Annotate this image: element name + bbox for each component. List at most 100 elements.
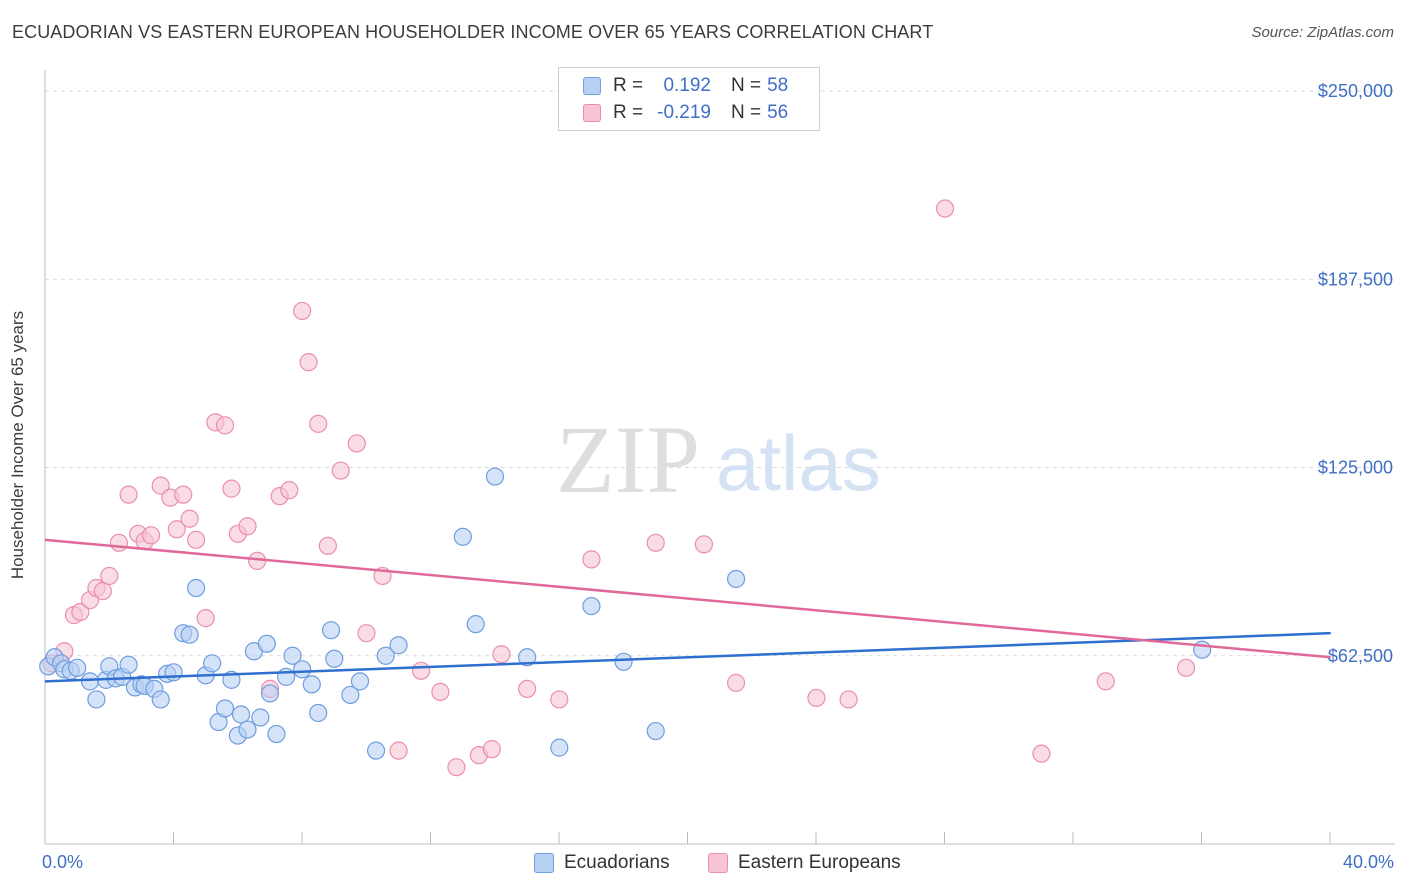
point-ecuadorian [231,705,251,724]
point-ecuadorian [341,685,360,705]
point-eastern-european [492,645,511,664]
point-ecuadorian [321,621,341,640]
point-eastern-european [839,690,858,709]
point-ecuadorian [582,596,601,616]
point-ecuadorian [293,660,312,679]
point-ecuadorian [389,636,408,655]
series-name-ecuadorians: Ecuadorians [564,852,670,873]
point-eastern-european [309,414,328,433]
point-eastern-european [331,461,350,480]
point-ecuadorian [151,690,170,709]
watermark: ZIP atlas [556,406,881,513]
point-eastern-european [550,690,569,709]
point-ecuadorian [80,672,100,691]
point-ecuadorian [68,658,87,677]
point-ecuadorian [283,646,302,665]
legend-swatch-ecuadorian [583,77,601,95]
legend-r-label: R = [613,75,644,96]
point-eastern-european [1096,672,1115,691]
point-ecuadorian [726,569,746,589]
trend-layer [44,538,1331,683]
point-eastern-european [215,416,235,435]
point-eastern-european [109,533,129,552]
points-layer [39,199,1212,777]
point-eastern-european [222,479,241,498]
point-eastern-european [299,353,318,372]
point-eastern-european [726,673,746,692]
legend-n-value: 56 [767,102,789,123]
point-eastern-european [1032,744,1051,763]
point-eastern-european [174,485,193,504]
point-eastern-european [389,741,408,760]
legend-r-value: 0.192 [663,75,711,96]
series-swatch-ecuadorians [534,853,554,873]
point-ecuadorian [164,663,183,682]
point-ecuadorian [238,720,257,739]
point-ecuadorian [309,703,328,723]
legend-row-eastern: R = -0.219 N = 56 [583,101,788,125]
point-eastern-european [646,533,665,552]
point-eastern-european [238,517,257,536]
point-eastern-european [357,624,376,643]
point-eastern-european [151,476,170,495]
series-legend: Ecuadorians Eastern Europeans [0,852,1406,878]
point-ecuadorian [180,625,199,644]
point-ecuadorian [366,741,386,760]
point-ecuadorian [453,527,472,546]
point-eastern-european [119,485,138,504]
point-eastern-european [180,509,199,528]
point-eastern-european [280,481,299,500]
point-eastern-european [935,199,955,218]
series-legend-eastern-europeans: Eastern Europeans [708,852,901,874]
point-eastern-european [447,758,466,777]
point-eastern-european [807,688,826,708]
point-ecuadorian [119,655,138,674]
point-ecuadorian [215,699,235,718]
point-ecuadorian [614,652,633,671]
legend-r-value: -0.219 [657,102,711,123]
point-ecuadorian [251,708,270,727]
point-ecuadorian [260,684,280,703]
axis-layer [44,70,1395,845]
point-eastern-european [293,301,312,321]
point-ecuadorian [376,646,395,665]
y-tick-label: $187,500 [1318,269,1393,289]
source-label: Source: ZipAtlas.com [1251,24,1394,41]
x-tick-label-max: 40.0% [1342,852,1394,872]
point-ecuadorian [518,648,537,667]
legend-n-label: N = [731,102,762,123]
y-axis-label: Householder Income Over 65 years [8,310,27,580]
series-swatch-eastern-europeans [708,853,728,873]
watermark-zip: ZIP [556,406,700,513]
legend-swatch-eastern [583,104,601,122]
legend-row-ecuadorian: R = 0.192 N = 58 [583,74,788,98]
point-eastern-european [582,550,601,569]
point-ecuadorian [302,675,321,694]
point-eastern-european [167,520,186,539]
point-eastern-european [411,661,431,680]
point-ecuadorian [350,672,370,691]
point-eastern-european [93,581,112,601]
point-eastern-european [186,530,206,549]
point-ecuadorian [267,724,286,744]
point-ecuadorian [466,615,485,634]
point-eastern-european [71,603,90,622]
point-eastern-european [431,682,450,702]
point-eastern-european [1176,658,1196,677]
point-eastern-european [100,566,119,586]
point-ecuadorian [257,634,276,653]
series-legend-ecuadorians: Ecuadorians [534,852,670,874]
point-eastern-european [318,536,337,555]
point-eastern-european [196,609,215,628]
y-tick-label: $250,000 [1318,81,1393,101]
point-ecuadorian [203,654,222,673]
point-ecuadorian [87,690,106,709]
point-eastern-european [347,434,366,453]
y-tick-label: $125,000 [1318,458,1393,478]
point-eastern-european [518,679,537,698]
point-ecuadorian [485,467,505,486]
point-ecuadorian [646,721,665,741]
correlation-legend: R = 0.192 N = 58 R = -0.219 N = 56 [558,67,820,131]
legend-r-label: R = [613,102,644,123]
x-tick-label-min: 0.0% [42,852,84,872]
